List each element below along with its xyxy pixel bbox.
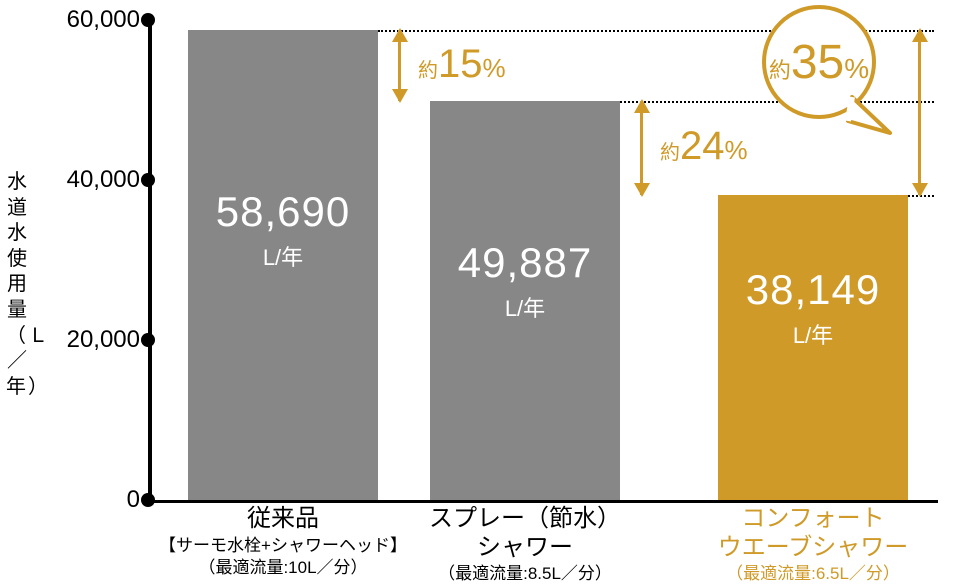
y-tick [141,333,155,347]
y-axis-label: 水道水使用量（Ｌ／年） [6,170,30,400]
plot-area: 020,00040,00060,00058,690L/年49,887L/年38,… [148,20,934,500]
bubble-tail-icon [848,93,908,153]
y-axis-line [148,20,152,500]
y-tick-label: 20,000 [67,326,140,354]
bar-comfortwave: 38,149L/年 [718,195,908,500]
y-tick-label: 60,000 [67,6,140,34]
reduction-arrow-r35 [918,30,921,194]
bar-spray: 49,887L/年 [430,101,620,500]
y-tick-label: 0 [127,486,140,514]
x-label-spray: スプレー（節水）シャワー（最適流量:8.5L／分） [390,504,660,585]
y-tick [141,13,155,27]
reduction-arrow-r24 [640,101,643,195]
water-usage-bar-chart: 水道水使用量（Ｌ／年） 0 20,000 40,000 60,000 58,690L/年… [0,0,960,588]
x-axis-line [144,500,938,503]
x-label-comfortwave: コンフォートウエーブシャワー（最適流量:6.5L／分） [678,504,948,585]
y-tick [141,173,155,187]
bar-value-label: 38,149L/年 [718,268,908,350]
reduction-label-r15: 約15% [418,42,506,87]
y-tick-label: 40,000 [67,166,140,194]
reduction-label-r24: 約24% [660,124,748,169]
bar-conventional: 58,690L/年 [188,30,378,500]
x-label-conventional: 従来品【サーモ水栓+シャワーヘッド】（最適流量:10L／分） [148,504,418,579]
bar-value-label: 58,690L/年 [188,190,378,272]
bar-value-label: 49,887L/年 [430,241,620,323]
reduction-arrow-r15 [398,30,401,100]
